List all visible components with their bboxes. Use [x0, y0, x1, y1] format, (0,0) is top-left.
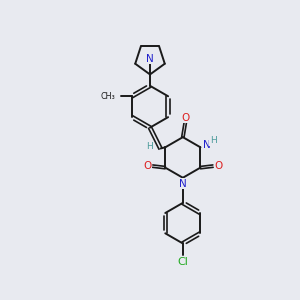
Text: H: H	[210, 136, 217, 145]
Text: H: H	[146, 142, 152, 151]
Text: N: N	[203, 140, 211, 150]
Text: Cl: Cl	[177, 257, 188, 267]
Text: N: N	[146, 54, 154, 64]
Text: CH₃: CH₃	[101, 92, 116, 101]
Text: O: O	[214, 161, 223, 171]
Text: N: N	[179, 179, 187, 189]
Text: O: O	[182, 113, 190, 123]
Text: O: O	[143, 161, 152, 171]
